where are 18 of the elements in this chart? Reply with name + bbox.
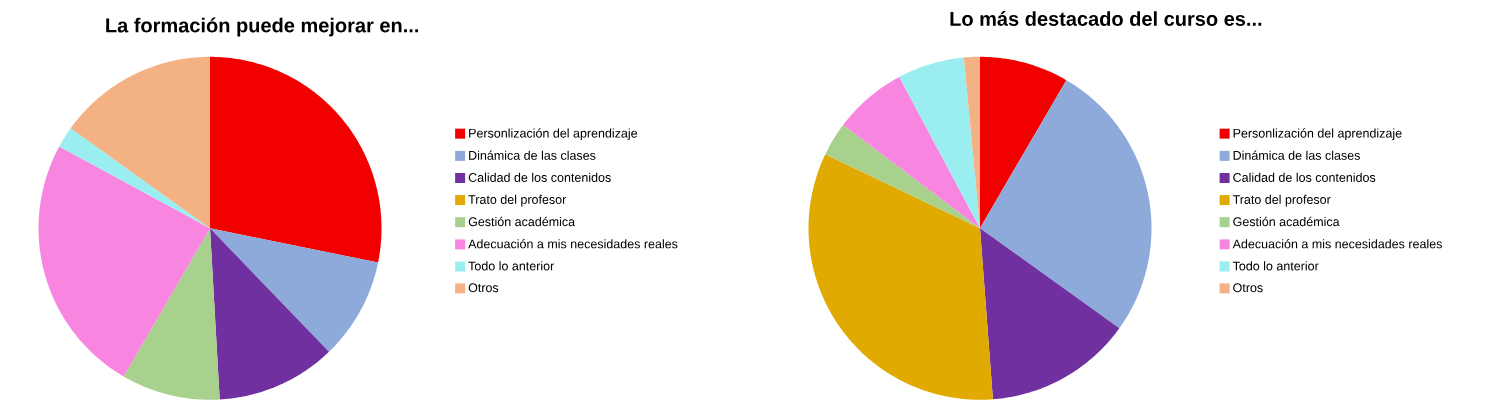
legend-label: Trato del profesor xyxy=(1232,194,1331,207)
legend-label: Adecuación a mis necesidades reales xyxy=(468,239,678,249)
legend-label: Otros xyxy=(1233,283,1263,293)
legend-label: Gestión académica xyxy=(1233,216,1340,227)
chart-title: La formación puede mejorar en... xyxy=(106,17,419,37)
legend-label: Otros xyxy=(468,283,499,293)
legend-label: Gestión académica xyxy=(468,216,576,227)
legend-label: Dinámica de las clases xyxy=(469,150,596,160)
legend-label: Calidad de los contenidos xyxy=(1233,172,1376,182)
legend-label: Personlización del aprendizaje xyxy=(469,128,638,141)
legend-label: Adecuación a mis necesidades reales xyxy=(1232,239,1442,249)
chart-title: Lo más destacado del curso es... xyxy=(950,11,1262,26)
legend-label: Todo lo anterior xyxy=(468,261,555,271)
legend-label: Calidad de los contenidos xyxy=(468,172,611,182)
legend-label: Dinámica de las clases xyxy=(1233,150,1360,160)
legend-label: Personlización del aprendizaje xyxy=(1233,128,1402,141)
legend-label: Todo lo anterior xyxy=(1232,261,1319,271)
legend-label: Trato del profesor xyxy=(468,194,567,207)
